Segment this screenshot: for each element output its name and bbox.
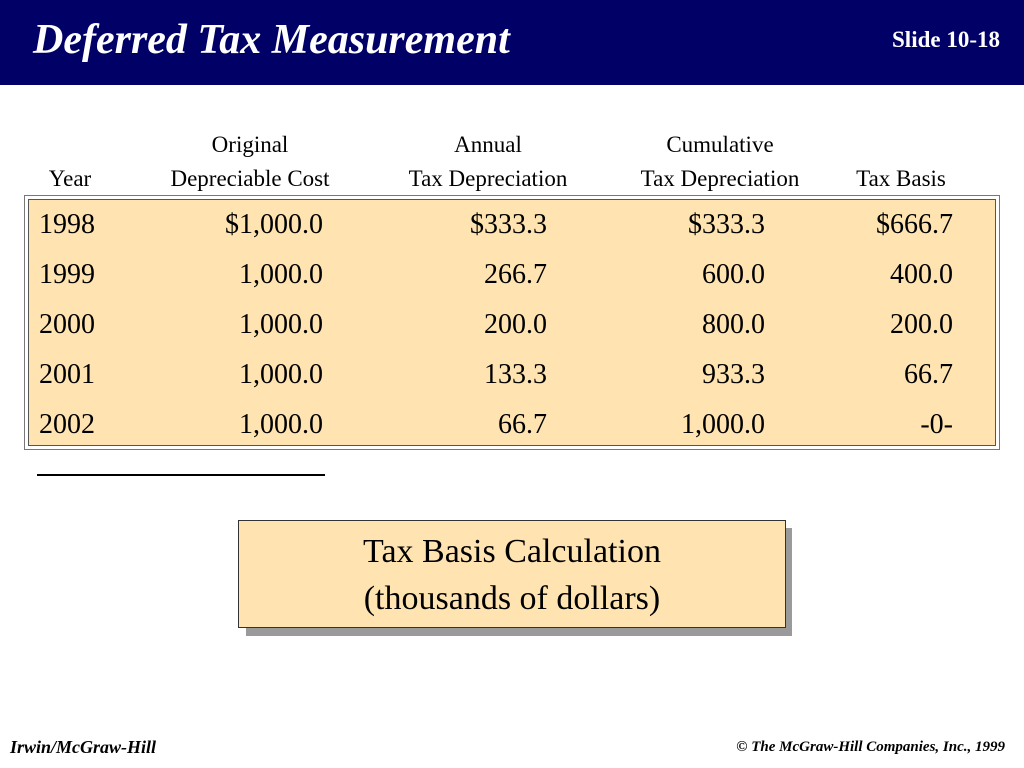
cell-cumulative-depreciation: $333.3 — [688, 209, 765, 240]
table-row: 2000 1,000.0 200.0 800.0 200.0 — [29, 300, 995, 350]
cell-original-cost: 1,000.0 — [239, 409, 323, 440]
cell-annual-depreciation: 66.7 — [498, 409, 547, 440]
column-header-cumulative-depreciation: Cumulative Tax Depreciation — [620, 128, 820, 196]
cell-original-cost: 1,000.0 — [239, 359, 323, 390]
column-header-original-cost: Original Depreciable Cost — [150, 128, 350, 196]
caption-box: Tax Basis Calculation (thousands of doll… — [238, 520, 786, 628]
data-table-body: 1998 $1,000.0 $333.3 $333.3 $666.7 1999 … — [28, 199, 996, 446]
column-header-annual-depreciation: Annual Tax Depreciation — [388, 128, 588, 196]
cell-year: 2000 — [39, 309, 95, 340]
cell-original-cost: 1,000.0 — [239, 259, 323, 290]
slide-number: Slide 10-18 — [892, 27, 1000, 52]
cell-year: 2001 — [39, 359, 95, 390]
cell-annual-depreciation: 133.3 — [484, 359, 547, 390]
column-header-line1 — [842, 128, 960, 162]
cell-cumulative-depreciation: 1,000.0 — [681, 409, 765, 440]
table-row: 1999 1,000.0 266.7 600.0 400.0 — [29, 250, 995, 300]
cell-annual-depreciation: $333.3 — [470, 209, 547, 240]
footer-publisher: Irwin/McGraw-Hill — [10, 737, 157, 757]
cell-annual-depreciation: 200.0 — [484, 309, 547, 340]
cell-year: 1998 — [39, 209, 95, 240]
cell-cumulative-depreciation: 933.3 — [702, 359, 765, 390]
cell-tax-basis: $666.7 — [876, 209, 953, 240]
table-row: 2001 1,000.0 133.3 933.3 66.7 — [29, 350, 995, 400]
caption-line-1: Tax Basis Calculation — [363, 533, 661, 570]
table-row: 1998 $1,000.0 $333.3 $333.3 $666.7 — [29, 200, 995, 250]
table-row: 2002 1,000.0 66.7 1,000.0 -0- — [29, 400, 995, 450]
caption-line-2: (thousands of dollars) — [363, 580, 661, 617]
cell-original-cost: $1,000.0 — [225, 209, 323, 240]
data-table: 1998 $1,000.0 $333.3 $333.3 $666.7 1999 … — [24, 195, 1000, 450]
cell-cumulative-depreciation: 600.0 — [702, 259, 765, 290]
title-bar: Deferred Tax Measurement Slide 10-18 — [0, 0, 1024, 85]
cell-tax-basis: 66.7 — [904, 359, 953, 390]
footnote-rule — [37, 474, 325, 476]
column-header-line2: Depreciable Cost — [170, 166, 330, 191]
column-header-tax-basis: Tax Basis — [842, 128, 960, 196]
cell-tax-basis: 400.0 — [890, 259, 953, 290]
slide-title: Deferred Tax Measurement — [33, 17, 510, 63]
cell-year: 2002 — [39, 409, 95, 440]
column-header-line2: Tax Basis — [856, 166, 946, 191]
column-header-line1: Original — [211, 132, 289, 157]
column-header-year: Year — [42, 128, 98, 196]
column-header-line1 — [42, 128, 98, 162]
column-header-line2: Tax Depreciation — [640, 166, 800, 191]
cell-original-cost: 1,000.0 — [239, 309, 323, 340]
cell-tax-basis: 200.0 — [890, 309, 953, 340]
column-header-line2: Year — [48, 166, 92, 191]
cell-annual-depreciation: 266.7 — [484, 259, 547, 290]
cell-cumulative-depreciation: 800.0 — [702, 309, 765, 340]
column-header-line2: Tax Depreciation — [408, 166, 568, 191]
cell-tax-basis: -0- — [920, 409, 953, 440]
footer-copyright: © The McGraw-Hill Companies, Inc., 1999 — [736, 739, 1005, 755]
column-header-line1: Cumulative — [666, 132, 774, 157]
cell-year: 1999 — [39, 259, 95, 290]
column-header-line1: Annual — [454, 132, 522, 157]
